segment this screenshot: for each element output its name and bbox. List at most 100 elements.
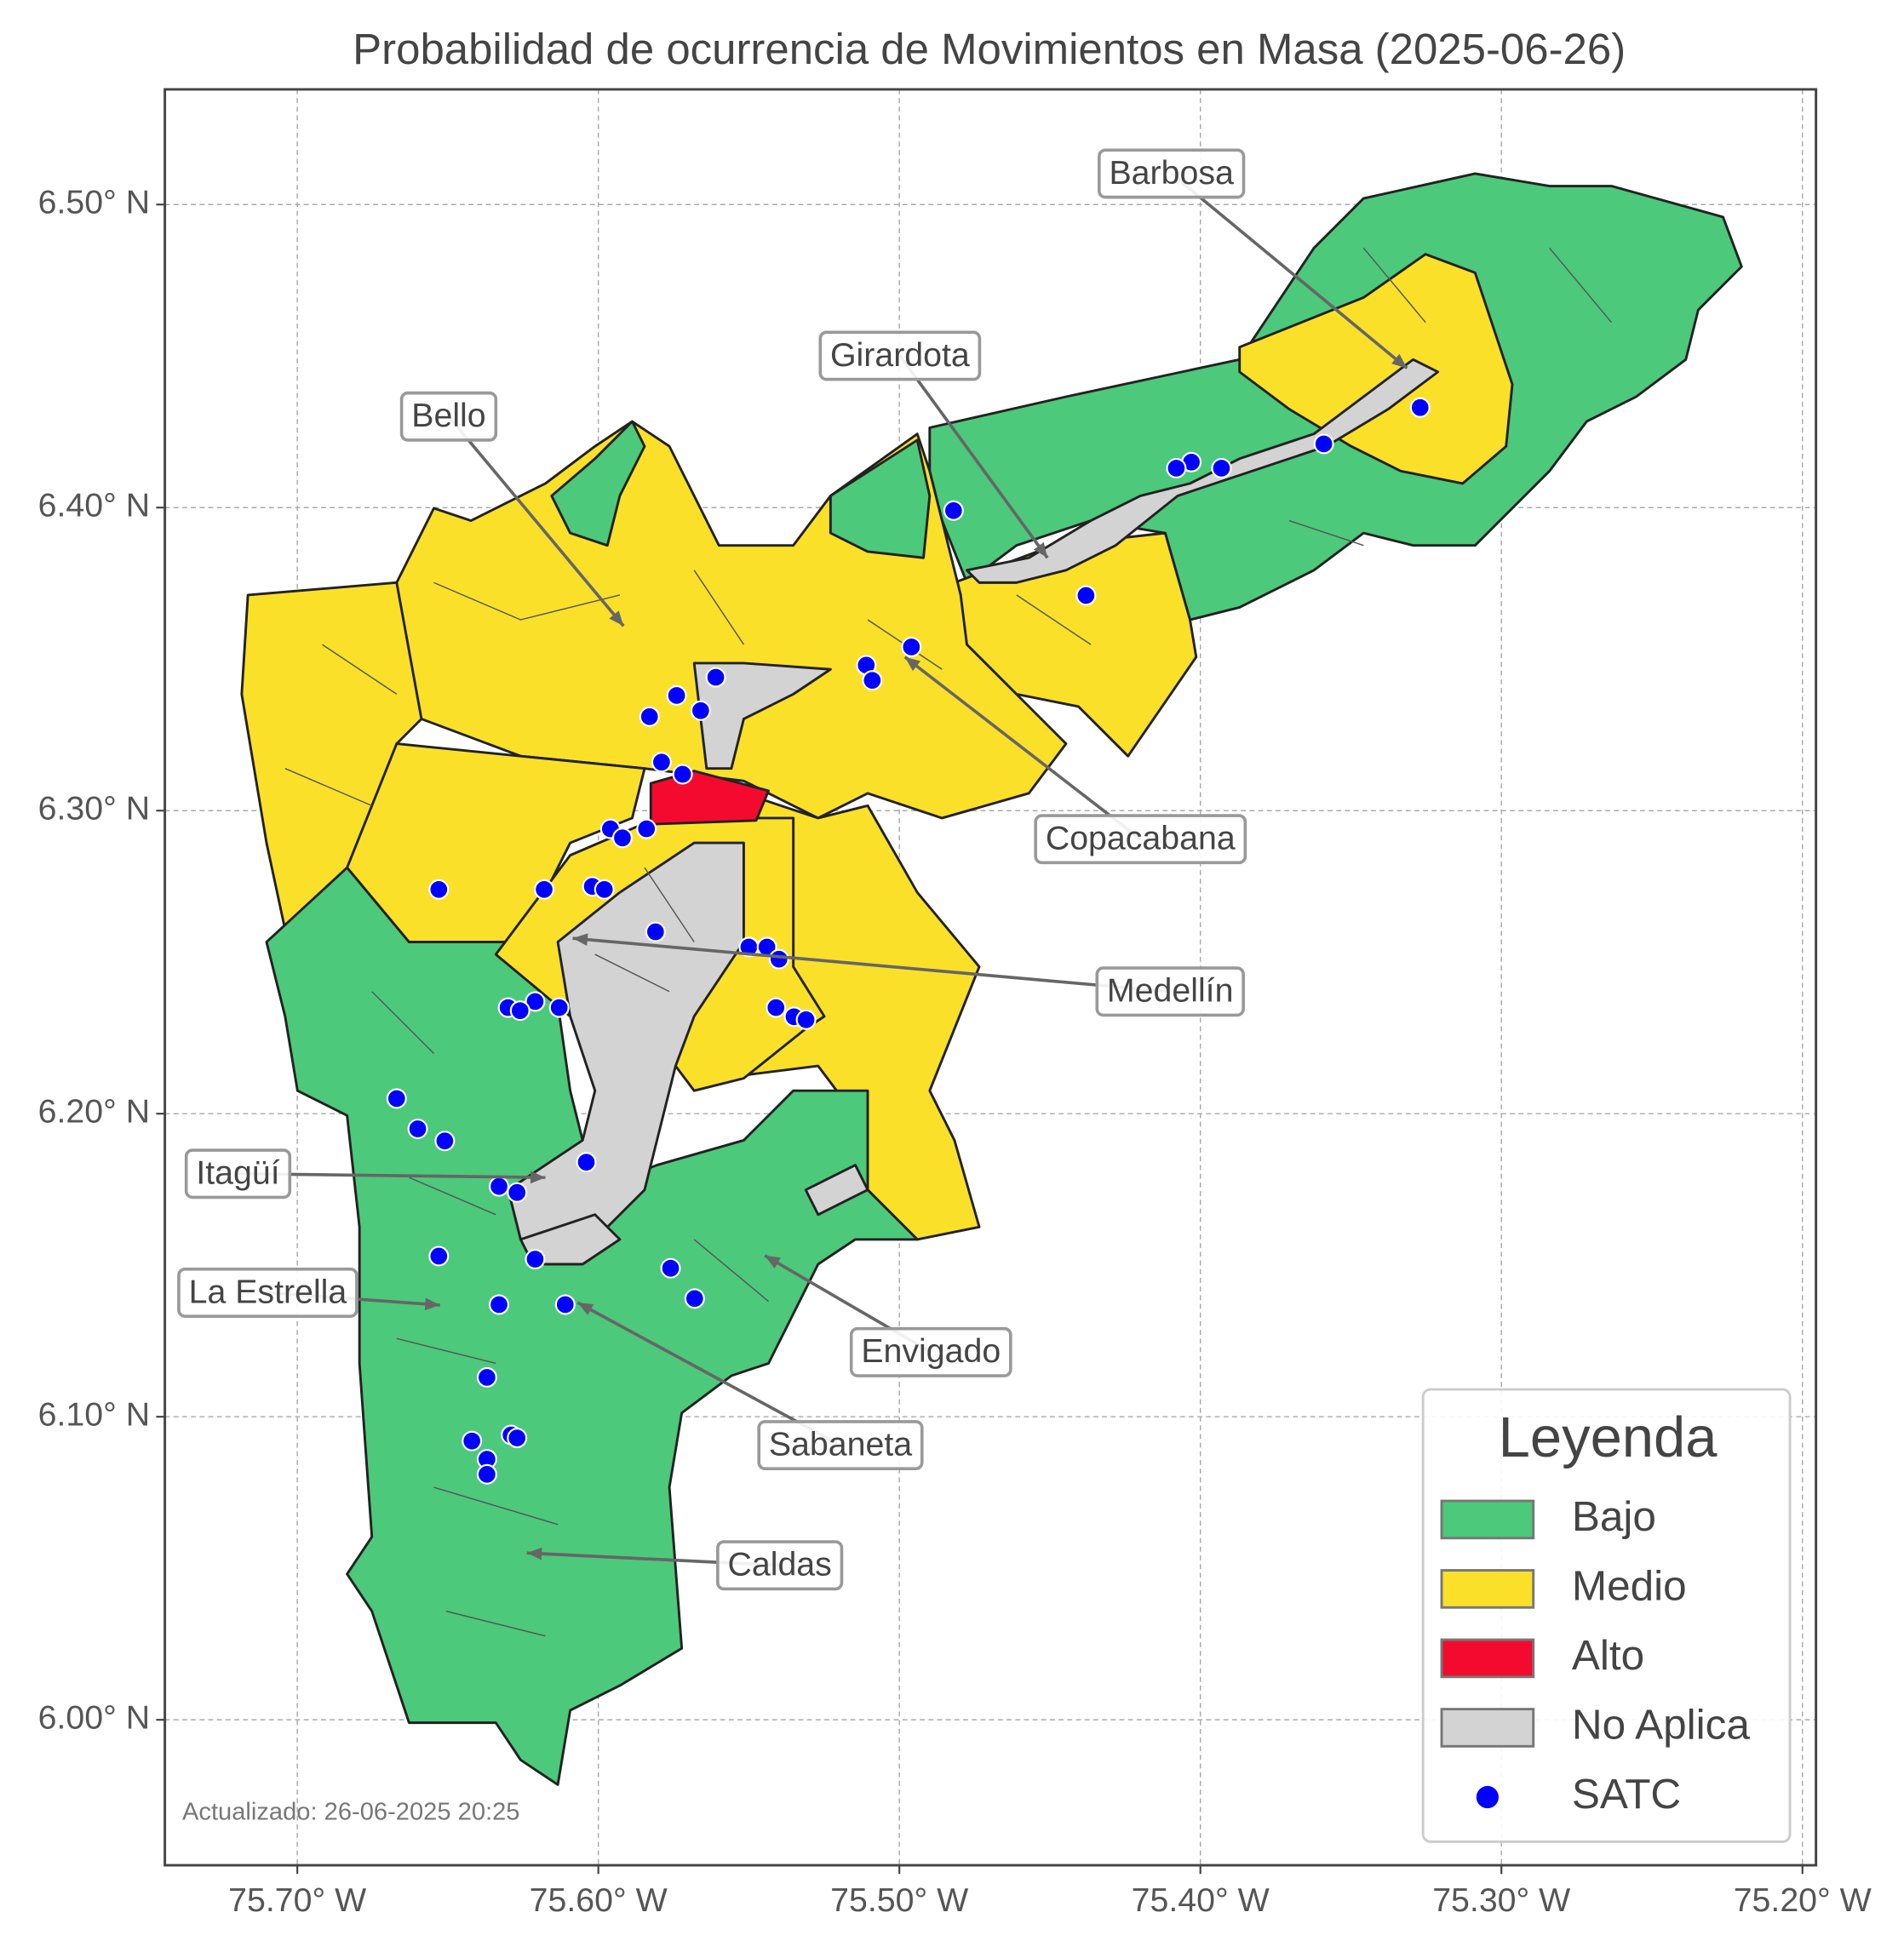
annotation-arrow [903,656,1142,841]
annotation-box [757,1420,924,1471]
annotation-arrow [447,415,625,627]
y-tick-label: 6.30° N [38,790,151,827]
satc-station [594,879,615,900]
satc-station [636,818,657,839]
x-tick-label: 75.60° W [530,1881,668,1919]
arrow-head [1391,353,1408,369]
satc-station [507,1182,528,1203]
legend-title: Leyenda [1499,1406,1718,1469]
annotation-box [818,330,982,381]
satc-station [666,684,687,706]
satc-station [554,1294,576,1315]
x-tick-label: 75.20° W [1734,1881,1872,1919]
satc-station [548,997,570,1018]
annotation-box [184,1148,292,1200]
satc-station [576,1152,597,1173]
arrow-head [904,656,920,672]
annotation-label: Itagüí [196,1154,279,1192]
satc-station [407,1118,428,1140]
legend-swatch [1440,1569,1535,1609]
region [692,661,832,770]
municipality-regions [240,172,1743,1786]
satc-station [1166,457,1187,478]
annotation-box [849,1326,1012,1377]
y-tick-label: 6.50° N [38,184,151,221]
annotation-label: Barbosa [1109,154,1234,192]
x-tick-label: 75.50° W [830,1881,968,1919]
satc-station [862,670,883,691]
legend-swatch [1440,1499,1535,1540]
region [829,438,932,559]
arrow-head [765,1255,781,1268]
satc-station [428,1245,450,1267]
annotation-arrow [572,936,1171,993]
legend-label: Bajo [1572,1493,1656,1540]
satc-station [428,879,450,900]
satc-station [525,991,546,1012]
legend-label: No Aplica [1572,1702,1751,1749]
arrow-head [526,1547,542,1560]
y-tick-label: 6.00° N [38,1699,151,1737]
region-boundaries [284,247,1613,1637]
satc-station [901,636,922,657]
y-tick-label: 6.20° N [38,1093,151,1131]
x-tick-label: 75.40° W [1132,1881,1270,1919]
satc-station [651,752,672,773]
annotation-label: Medellín [1107,972,1234,1010]
y-tick-label: 6.40° N [38,487,151,524]
satc-station [525,1249,546,1270]
annotation-box [1098,148,1246,199]
satc-station [672,764,693,785]
satc-station [434,1131,456,1152]
region [550,420,646,547]
legend: Leyenda Bajo Medio Alto No Aplica SATC [1421,1388,1792,1843]
arrow-head [530,1171,546,1184]
satc-station [611,827,633,849]
satc-station [768,948,789,970]
legend-swatch [1440,1708,1535,1748]
satc-station [489,1294,510,1315]
plot-frame [163,88,1818,1867]
satc-station [476,1366,497,1388]
x-tick-label: 75.70° W [228,1881,366,1919]
satc-station [660,1257,681,1279]
annotation-label: Copacabana [1046,820,1236,857]
x-tick-label: 75.30° W [1432,1881,1570,1919]
annotation-box [177,1268,358,1318]
region [804,1164,869,1217]
map-title: Probabilidad de ocurrencia de Movimiento… [353,25,1626,73]
annotation-box [1034,814,1247,865]
arrow-head [424,1297,440,1311]
annotation-box [1095,966,1245,1017]
annotation-label: Caldas [727,1546,831,1583]
satc-station [509,1000,530,1022]
satc-station [684,1288,705,1309]
satc-station [489,1176,510,1197]
legend-swatch [1440,1638,1535,1679]
annotation-label: Girardota [830,336,970,374]
satc-station [795,1009,817,1030]
annotation-arrow [898,354,1049,559]
satc-station [1211,457,1232,478]
satc-station [766,997,787,1018]
satc-station [507,1428,528,1449]
annotation-box [716,1540,844,1591]
annotation-box [399,391,498,442]
region [507,841,745,1241]
satc-station [690,700,711,721]
satc-station [1409,397,1431,418]
legend-label: SATC [1572,1771,1681,1818]
annotation-label: Bello [411,397,485,434]
y-tick-label: 6.10° N [38,1396,151,1434]
arrow-head [572,933,588,947]
legend-label: Alto [1572,1632,1644,1679]
region [1238,253,1514,485]
satc-station [943,500,964,521]
arrow-head [577,1303,594,1315]
satc-station [645,921,666,942]
satc-station [1313,433,1334,455]
annotation-label: Sabaneta [769,1425,912,1463]
legend-label: Medio [1572,1562,1687,1609]
annotation-arrow [1170,172,1408,369]
